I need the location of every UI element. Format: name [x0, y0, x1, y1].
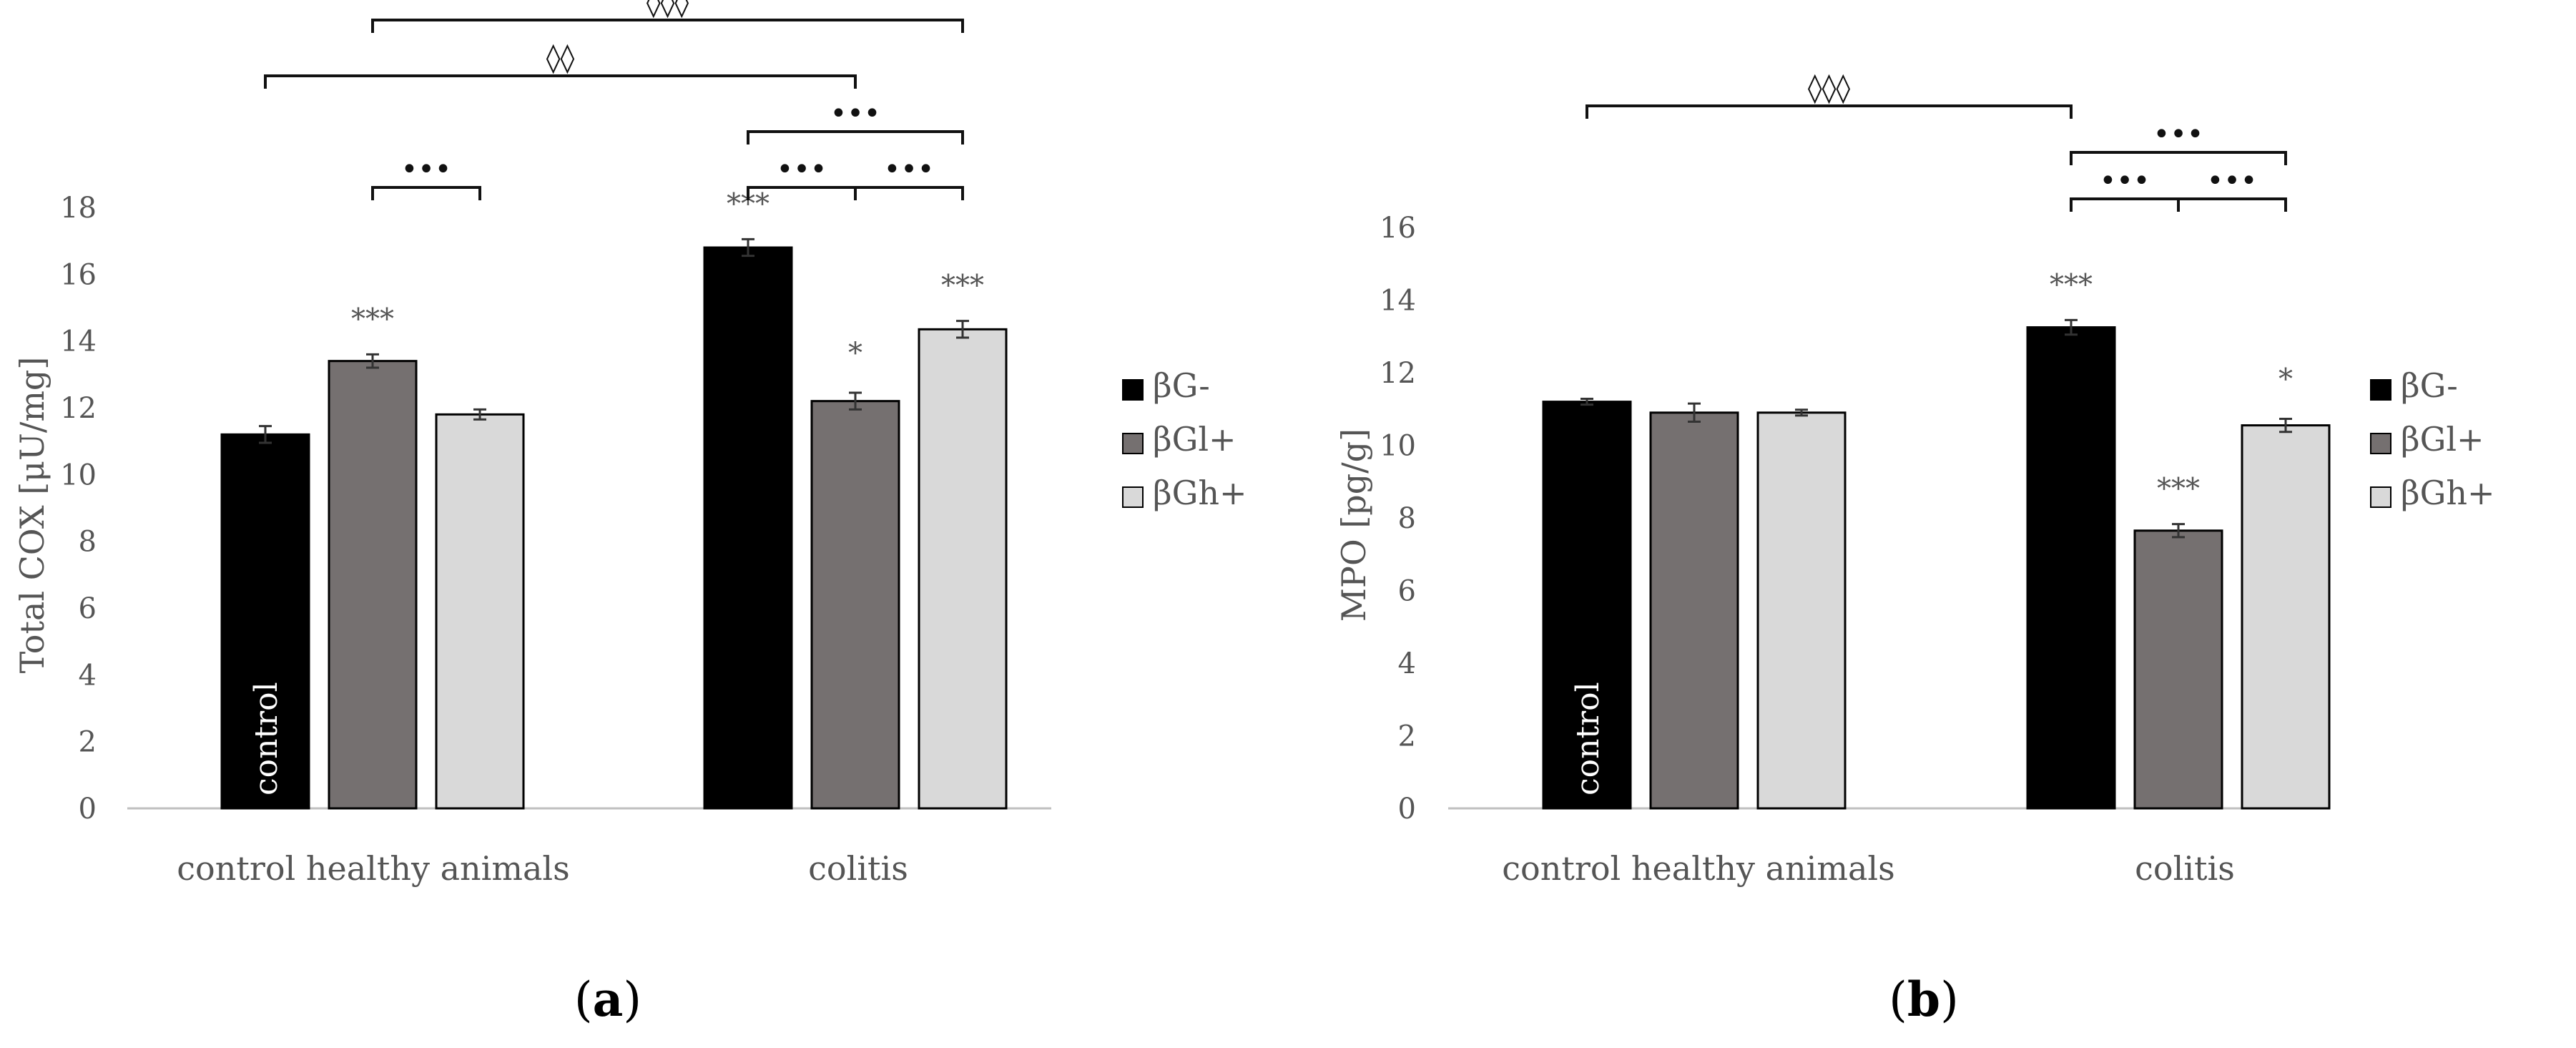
legend-label: βGh+ [1153, 474, 1247, 512]
legend-swatch [1122, 379, 1144, 401]
significance-marker: *** [2157, 473, 2200, 506]
panel-label-close: ) [1940, 972, 1959, 1027]
bar-Gh+-0 [435, 413, 525, 810]
category-label: colitis [808, 849, 908, 888]
legend-label: βGh+ [2401, 474, 2495, 512]
bar-inner-label: control [1570, 682, 1606, 795]
bar-G--0 [220, 433, 310, 810]
y-tick-label: 0 [79, 793, 97, 826]
y-tick-label: 10 [60, 459, 97, 491]
bracket-marker: ••• [777, 153, 827, 186]
comparison-bracket [854, 186, 964, 200]
bar-Gl+-1 [2133, 529, 2223, 810]
bar-G--1 [703, 246, 793, 810]
panel-label-letter: a [593, 971, 624, 1027]
bar-G--0 [1542, 401, 1632, 810]
bracket-marker: ◊◊◊ [647, 0, 689, 19]
y-axis-label: Total COX [μU/mg] [13, 357, 51, 674]
significance-marker: *** [941, 270, 984, 303]
y-tick-label: 6 [79, 592, 97, 625]
panel-label: (b) [1889, 971, 1959, 1027]
comparison-bracket [2070, 197, 2180, 212]
y-tick-label: 16 [60, 258, 97, 291]
y-tick-label: 10 [1380, 430, 1416, 463]
comparison-bracket [747, 130, 964, 145]
y-tick-label: 14 [1380, 285, 1416, 318]
y-tick-label: 12 [60, 392, 97, 425]
bracket-marker: ••• [2207, 165, 2258, 197]
y-tick-label: 12 [1380, 357, 1416, 390]
panel-label-letter: b [1907, 971, 1940, 1027]
y-tick-label: 2 [1398, 720, 1416, 753]
legend-swatch [1122, 433, 1144, 454]
bar-Gh+-0 [1756, 411, 1847, 810]
bracket-marker: ◊◊◊ [1808, 72, 1851, 104]
comparison-bracket [1586, 104, 2073, 119]
bracket-marker: ••• [2100, 165, 2150, 197]
y-tick-label: 4 [79, 659, 97, 692]
category-label: colitis [2135, 849, 2235, 888]
bar-inner-label: control [248, 682, 285, 795]
comparison-bracket [2177, 197, 2287, 212]
legend-swatch [2370, 486, 2391, 508]
bracket-marker: ••• [2153, 118, 2204, 151]
significance-marker: *** [351, 303, 394, 336]
comparison-bracket [2070, 151, 2287, 165]
bracket-marker: ••• [884, 153, 935, 186]
y-tick-label: 16 [1380, 212, 1416, 245]
legend-swatch [1122, 486, 1144, 508]
bar-Gl+-0 [328, 360, 418, 810]
bar-Gl+-1 [810, 400, 900, 810]
bar-G--1 [2026, 326, 2116, 810]
y-tick-label: 18 [60, 192, 97, 225]
legend-label: βGl+ [1153, 420, 1237, 459]
significance-marker: *** [2050, 268, 2093, 301]
y-tick-label: 2 [79, 726, 97, 759]
panel-label: (a) [574, 971, 641, 1027]
legend-swatch [2370, 379, 2391, 401]
category-label: control healthy animals [1502, 849, 1894, 888]
bar-Gh+-1 [2241, 424, 2331, 810]
y-tick-label: 14 [60, 325, 97, 358]
y-tick-label: 8 [79, 526, 97, 559]
bracket-marker: ◊◊ [546, 41, 575, 74]
panel-label-close: ) [623, 972, 641, 1027]
panel-label-open: ( [1889, 972, 1907, 1027]
y-axis-label: MPO [pg/g] [1334, 428, 1373, 622]
legend-label: βG- [1153, 366, 1210, 405]
bracket-marker: ••• [401, 153, 452, 186]
comparison-bracket [371, 19, 964, 33]
bracket-marker: ••• [830, 97, 881, 130]
y-tick-label: 0 [1398, 793, 1416, 826]
y-tick-label: 6 [1398, 575, 1416, 608]
significance-marker: * [848, 337, 862, 370]
legend-label: βGl+ [2401, 420, 2484, 459]
bar-Gl+-0 [1649, 411, 1739, 810]
panel-label-open: ( [574, 972, 593, 1027]
comparison-bracket [371, 186, 481, 200]
significance-marker: * [2278, 363, 2293, 396]
category-label: control healthy animals [177, 849, 569, 888]
bar-Gh+-1 [918, 328, 1008, 810]
y-tick-label: 8 [1398, 502, 1416, 535]
legend-swatch [2370, 433, 2391, 454]
y-tick-label: 4 [1398, 647, 1416, 680]
comparison-bracket [264, 74, 857, 89]
legend-label: βG- [2401, 366, 2458, 405]
